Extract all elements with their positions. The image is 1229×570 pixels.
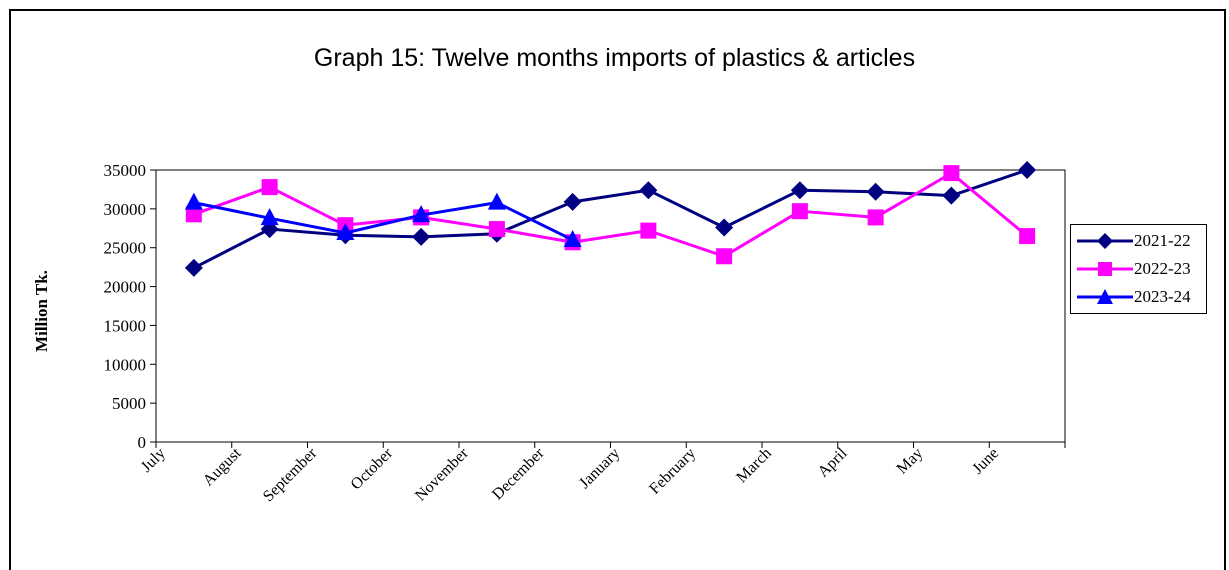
data-point-2023-24 <box>563 229 582 247</box>
x-tick-label: November <box>412 444 472 504</box>
x-tick-label: June <box>969 445 1002 478</box>
legend-swatch-2023-24 <box>1077 289 1133 304</box>
y-tick-label: 20000 <box>104 278 147 297</box>
data-point-2021-22 <box>790 181 809 200</box>
legend-item-2023-24: 2023-24 <box>1071 284 1208 310</box>
data-point-2022-23 <box>261 179 278 196</box>
x-tick-label: December <box>489 444 548 503</box>
series-line-2022-23 <box>193 171 1029 258</box>
data-point-2022-23 <box>791 203 808 220</box>
data-point-2022-23 <box>488 221 505 238</box>
legend-swatch-2021-22 <box>1077 233 1133 249</box>
legend-item-2022-23: 2022-23 <box>1071 256 1208 282</box>
legend-item-2021-22: 2021-22 <box>1071 228 1208 254</box>
data-point-2022-23 <box>1019 228 1036 245</box>
data-point-2021-22 <box>715 218 734 237</box>
data-point-2021-22 <box>942 186 961 205</box>
data-point-2022-23 <box>943 165 960 182</box>
data-point-2022-23 <box>716 248 733 265</box>
y-tick-label: 25000 <box>104 239 147 258</box>
series-line-2021-22 <box>193 168 1028 270</box>
data-point-2021-22 <box>866 182 885 201</box>
x-tick-label: January <box>576 445 623 492</box>
data-point-2021-22 <box>1018 161 1037 179</box>
y-tick-label: 5000 <box>112 394 146 413</box>
data-point-2022-23 <box>640 222 657 239</box>
legend: 2021-22 2022-23 2023-24 <box>1070 224 1207 314</box>
x-tick-label: August <box>200 444 245 489</box>
legend-label: 2021-22 <box>1134 231 1191 250</box>
data-point-2021-22 <box>639 181 658 200</box>
x-tick-label: May <box>894 445 927 478</box>
y-tick-label: 0 <box>138 433 147 452</box>
chart-title: Graph 15: Twelve months imports of plast… <box>313 44 916 72</box>
data-point-2021-22 <box>563 192 582 211</box>
y-tick-label: 30000 <box>104 200 147 219</box>
data-point-2022-23 <box>185 206 202 223</box>
legend-label: 2022-23 <box>1134 259 1191 278</box>
x-tick-label: October <box>348 444 397 493</box>
chart-frame <box>9 9 1226 570</box>
x-tick-label: September <box>260 444 321 505</box>
plot-border <box>155 169 1066 443</box>
series-line-2023-24 <box>193 201 574 242</box>
data-point-2023-24 <box>184 192 203 210</box>
data-point-2022-23 <box>867 209 884 226</box>
data-point-2023-24 <box>336 222 355 240</box>
data-point-2023-24 <box>487 192 506 210</box>
x-tick-label: February <box>646 445 699 498</box>
y-tick-label: 10000 <box>104 355 147 374</box>
x-tick-label: April <box>815 444 851 480</box>
y-tick-label: 35000 <box>104 161 147 180</box>
x-tick-label: March <box>733 445 775 487</box>
legend-swatch-2022-23 <box>1077 262 1133 276</box>
y-tick-label: 15000 <box>104 316 147 335</box>
data-point-2021-22 <box>184 258 203 277</box>
data-point-2021-22 <box>412 227 431 246</box>
data-point-2023-24 <box>412 205 431 223</box>
legend-label: 2023-24 <box>1134 287 1191 306</box>
data-point-2023-24 <box>260 208 279 226</box>
